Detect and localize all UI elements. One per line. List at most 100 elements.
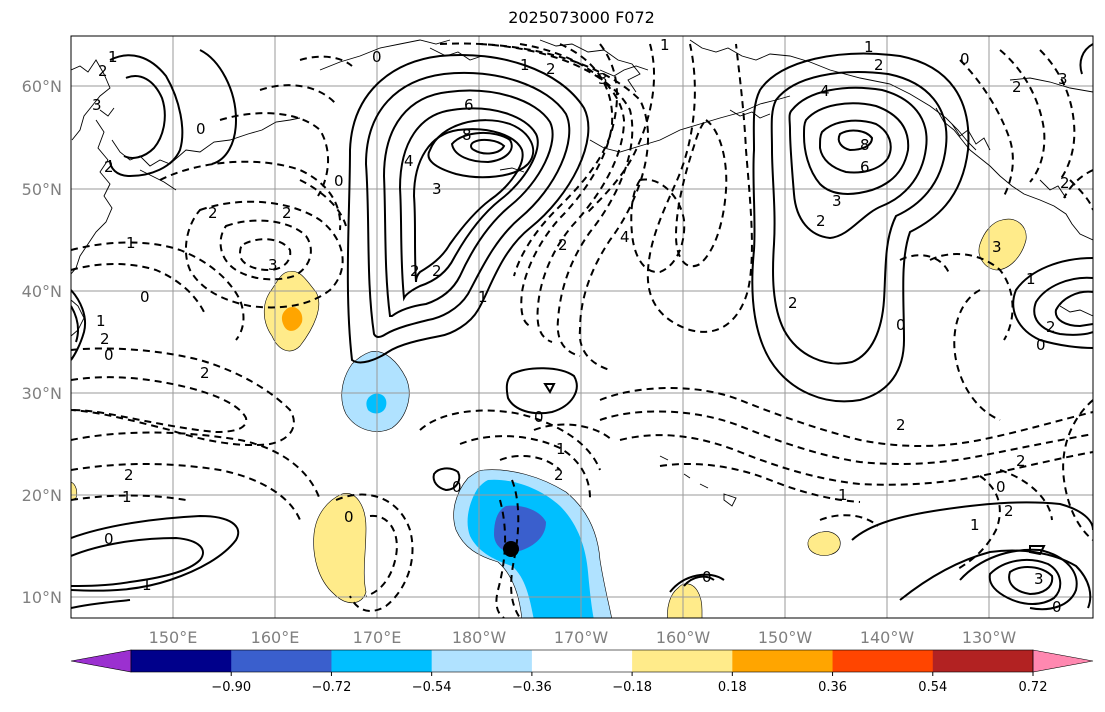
contour-label: 2	[282, 204, 292, 222]
map-frame	[70, 35, 1094, 619]
colorbar-min-extension	[70, 649, 132, 673]
lon-label: 160°W	[656, 628, 711, 647]
lon-label: 130°W	[962, 628, 1017, 647]
contour-value-labels: 0 6 8 4 3 2 2 1 1 2 3 1 4 2 1 2 4 8 6 3 …	[92, 36, 1070, 616]
colorbar-segment	[932, 650, 1034, 672]
colorbar-segment	[131, 650, 232, 672]
dashed-contours	[71, 42, 1093, 618]
colorbar-tick-label: 0.18	[718, 680, 747, 695]
contour-label: 0	[702, 568, 712, 586]
contour-label: 3	[1034, 570, 1044, 588]
contour-label: 1	[520, 56, 530, 74]
contour-label: 0	[452, 478, 462, 496]
lat-label: 40°N	[22, 282, 62, 301]
contour-label: 2	[1016, 452, 1026, 470]
contour-label: 2	[104, 158, 114, 176]
contour-label: 0	[960, 50, 970, 68]
positive-anomaly-region	[667, 583, 703, 618]
lat-label: 30°N	[22, 384, 62, 403]
colorbar-tick-label: −0.18	[612, 680, 652, 695]
colorbar-tick-label: −0.72	[312, 680, 352, 695]
lon-label: 160°E	[251, 628, 300, 647]
contour-label: 2	[200, 364, 210, 382]
colorbar-max-extension	[1032, 649, 1094, 673]
negative-anomaly-region	[341, 351, 410, 432]
colorbar-tick-label: −0.54	[412, 680, 452, 695]
contour-label: 2	[432, 262, 442, 280]
contour-label: 1	[126, 234, 136, 252]
colorbar-segment	[431, 650, 533, 672]
lat-label: 60°N	[22, 77, 62, 96]
contour-label: 0	[1036, 336, 1046, 354]
positive-anomaly-core	[281, 306, 303, 331]
contour-label: 1	[556, 440, 566, 458]
contour-label: 0	[896, 316, 906, 334]
contour-label: 0	[196, 120, 206, 138]
contour-label: 0	[344, 508, 354, 526]
colorbar-tick-label: 0.36	[818, 680, 847, 695]
contour-label: 8	[860, 136, 870, 154]
contour-label: 8	[462, 126, 472, 144]
contour-label: 2	[1046, 318, 1056, 336]
contour-label: 4	[820, 82, 830, 100]
contour-label: 3	[432, 180, 442, 198]
lat-label: 50°N	[22, 180, 62, 199]
contour-label: 6	[860, 158, 870, 176]
colorbar-frame	[130, 649, 1034, 673]
contour-label: 0	[104, 530, 114, 548]
contour-label: 0	[1052, 598, 1062, 616]
contour-label: 3	[1058, 70, 1068, 88]
contour-label: 3	[268, 256, 278, 274]
lon-label: 180°W	[452, 628, 507, 647]
contour-label: 1	[660, 36, 670, 54]
contour-label: 1	[142, 576, 152, 594]
positive-anomaly-region	[807, 531, 841, 556]
contour-label: 2	[100, 330, 110, 348]
lon-label: 150°W	[758, 628, 813, 647]
contour-label: 2	[410, 262, 420, 280]
contour-label: 1	[970, 516, 980, 534]
coastlines	[71, 39, 1093, 507]
contour-label: 2	[98, 62, 108, 80]
colorbar-segment	[531, 650, 633, 672]
contour-label: 2	[896, 416, 906, 434]
negative-anomaly-core	[494, 505, 546, 553]
contour-label: 2	[546, 60, 556, 78]
negative-anomaly-core	[366, 393, 387, 414]
contour-label: 1	[122, 488, 132, 506]
contour-label: 1	[478, 288, 488, 306]
contour-label: 2	[1004, 502, 1014, 520]
lon-label: 150°E	[149, 628, 198, 647]
lon-label: 170°W	[554, 628, 609, 647]
longitude-labels: 150°E 160°E 170°E 180°W 170°W 160°W 150°…	[149, 628, 1017, 647]
colorbar-tick-label: 0.72	[1019, 680, 1048, 695]
positive-anomaly-region	[978, 218, 1027, 271]
lon-label: 170°E	[353, 628, 402, 647]
contour-label: 0	[334, 172, 344, 190]
contour-label: 2	[788, 294, 798, 312]
colorbar-tick-label: −0.90	[211, 680, 251, 695]
contour-label: 2	[558, 236, 568, 254]
solid-contours	[71, 43, 1093, 611]
colorbar: −0.90 −0.72 −0.54 −0.36 −0.18 0.18 0.36 0.54 0.7…	[70, 649, 1094, 695]
contour-label: 1	[108, 48, 118, 66]
contour-label: 4	[620, 228, 630, 246]
contour-label: 2	[816, 212, 826, 230]
contour-label: 0	[140, 288, 150, 306]
colorbar-segment	[632, 650, 733, 672]
contour-label: 0	[996, 478, 1006, 496]
contour-label: 2	[1012, 78, 1022, 96]
map-title: 2025073000 F072	[508, 8, 655, 27]
colorbar-segment	[331, 650, 433, 672]
contour-label: 3	[598, 70, 608, 88]
contour-label: 1	[1026, 270, 1036, 288]
lon-label: 140°W	[860, 628, 915, 647]
lat-label: 10°N	[22, 588, 62, 607]
contour-label: 1	[838, 486, 848, 504]
contour-label: 2	[554, 466, 564, 484]
colorbar-segment	[231, 650, 332, 672]
contour-label: 0	[104, 346, 114, 364]
contour-label: 2	[1060, 174, 1070, 192]
contour-label: 4	[404, 152, 414, 170]
